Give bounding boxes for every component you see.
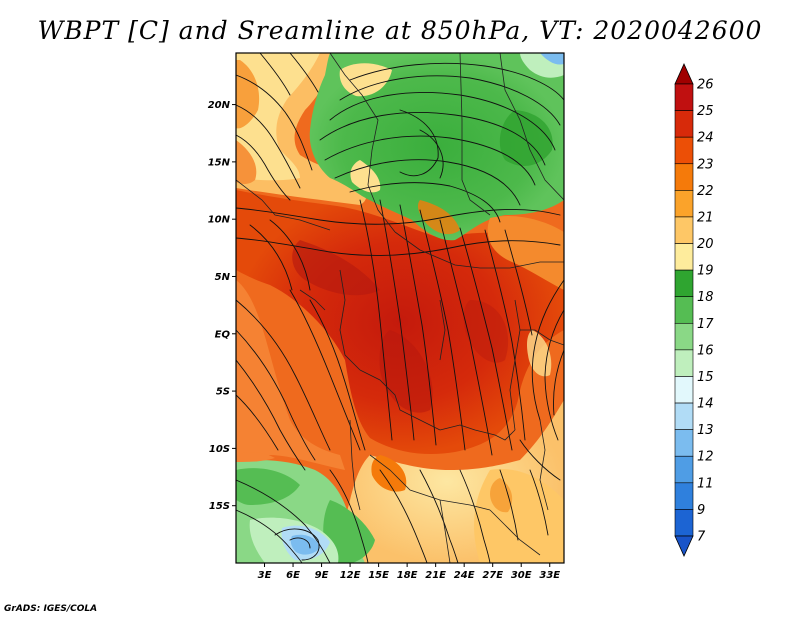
- colorbar: 26 25 24 23 22 21 20 19 18 17 16 15 14 13 12 11 9 7: [674, 63, 714, 557]
- colorbar-level-label: 25: [697, 104, 714, 119]
- colorbar-swatch: [674, 509, 694, 537]
- colorbar-level-label: 16: [697, 343, 714, 358]
- colorbar-swatch: [674, 455, 694, 484]
- colorbar-swatch: [674, 402, 694, 430]
- colorbar-swatch: [674, 376, 694, 404]
- colorbar-swatch: [674, 429, 694, 457]
- colorbar-swatch: [674, 243, 694, 271]
- colorbar-level-label: 13: [697, 423, 714, 438]
- colorbar-level-label: 21: [697, 210, 714, 225]
- colorbar-max-arrow: [674, 63, 694, 85]
- colorbar-swatch: [674, 136, 694, 165]
- lat-tick-label: 15N: [208, 157, 231, 168]
- colorbar-swatch: [674, 322, 694, 351]
- colorbar-swatch: [674, 216, 694, 244]
- lon-tick-label: 33E: [539, 570, 560, 581]
- colorbar-level-label: 23: [697, 157, 714, 172]
- colorbar-level-label: 12: [697, 450, 714, 465]
- colorbar-level-label: 7: [697, 530, 706, 545]
- colorbar-swatch: [674, 482, 694, 510]
- lon-tick-label: 3E: [258, 570, 272, 581]
- colorbar-level-label: 17: [697, 317, 714, 332]
- lat-tick-label: 5N: [215, 272, 231, 283]
- lon-axis: 3E 6E 9E 12E 15E 18E 21E 24E 27E 30E 33E: [258, 563, 560, 581]
- colorbar-level-label: 26: [697, 78, 714, 93]
- lon-tick-label: 30E: [511, 570, 532, 581]
- colorbar-level-label: 14: [697, 397, 714, 412]
- lon-tick-label: 18E: [397, 570, 418, 581]
- lat-tick-label: 20N: [208, 100, 231, 111]
- lon-tick-label: 6E: [286, 570, 300, 581]
- lon-tick-label: 21E: [425, 570, 446, 581]
- colorbar-level-label: 24: [697, 131, 714, 146]
- colorbar-swatch: [674, 163, 694, 191]
- lat-axis: 20N 15N 10N 5N EQ 5S 10S 15S: [208, 100, 236, 512]
- map-frame: [235, 52, 565, 564]
- lat-tick-label: 10S: [209, 444, 230, 455]
- lon-tick-label: 9E: [315, 570, 329, 581]
- colorbar-swatch: [674, 190, 694, 218]
- colorbar-level-label: 20: [697, 237, 714, 252]
- colorbar-swatch: [674, 349, 694, 377]
- colorbar-level-label: 19: [697, 264, 714, 279]
- colorbar-level-label: 22: [697, 184, 714, 199]
- colorbar-level-label: 18: [697, 290, 714, 305]
- lat-tick-label: 15S: [209, 501, 230, 512]
- lon-tick-label: 12E: [340, 570, 361, 581]
- colorbar-level-label: 9: [697, 503, 705, 518]
- colorbar-min-arrow: [674, 535, 694, 557]
- lat-tick-label: EQ: [215, 329, 231, 340]
- wbpt-field: [236, 53, 564, 563]
- lat-tick-label: 5S: [216, 387, 230, 398]
- lon-tick-label: 24E: [454, 570, 475, 581]
- streamlines: [236, 53, 564, 563]
- colorbar-level-label: 15: [697, 370, 714, 385]
- colorbar-swatch: [674, 269, 694, 298]
- colorbar-swatch: [674, 83, 694, 111]
- lon-tick-label: 27E: [482, 570, 503, 581]
- lon-tick-label: 15E: [368, 570, 389, 581]
- colorbar-swatch: [674, 110, 694, 138]
- country-borders: [236, 53, 564, 563]
- colorbar-swatch: [674, 296, 694, 324]
- map-title: WBPT [C] and Sreamline at 850hPa, VT: 20…: [37, 16, 763, 45]
- grads-credit: GrADS: IGES/COLA: [4, 604, 98, 614]
- lat-tick-label: 10N: [208, 215, 231, 226]
- colorbar-level-label: 11: [697, 476, 714, 491]
